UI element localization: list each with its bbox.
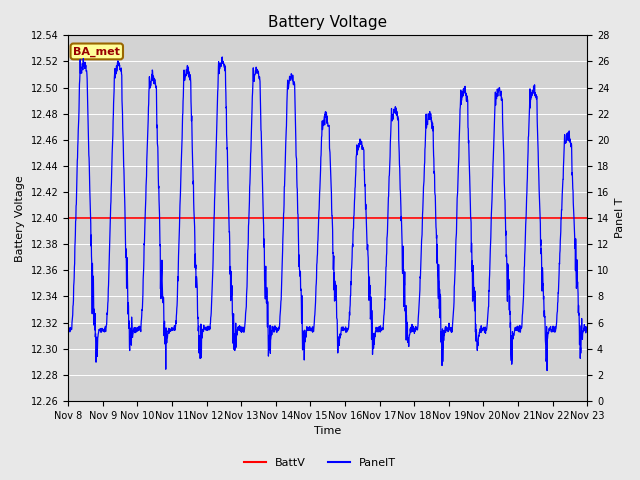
Title: Battery Voltage: Battery Voltage bbox=[268, 15, 387, 30]
X-axis label: Time: Time bbox=[314, 426, 341, 436]
Text: BA_met: BA_met bbox=[74, 46, 120, 57]
Y-axis label: Battery Voltage: Battery Voltage bbox=[15, 175, 25, 262]
Legend: BattV, PanelT: BattV, PanelT bbox=[239, 453, 401, 472]
Y-axis label: Panel T: Panel T bbox=[615, 198, 625, 239]
